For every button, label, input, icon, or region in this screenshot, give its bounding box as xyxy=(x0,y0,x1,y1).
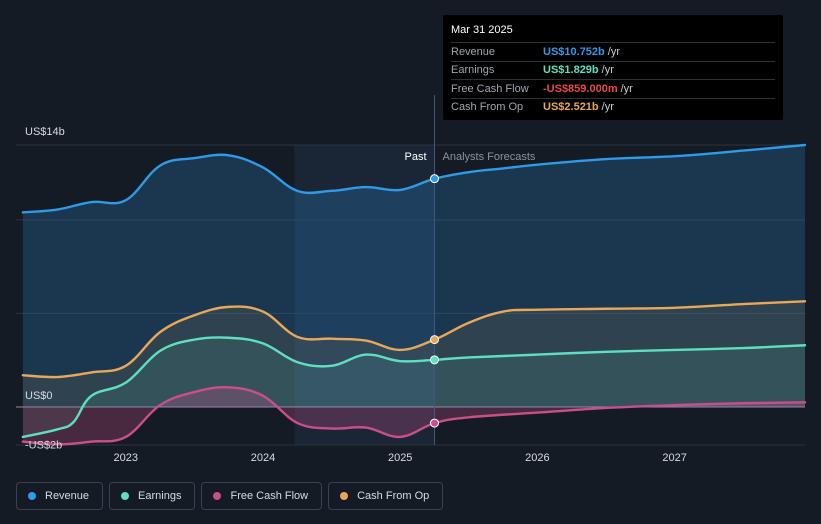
legend-item-cash-from-op[interactable]: Cash From Op xyxy=(328,482,444,510)
line-cash-from-op xyxy=(21,300,807,379)
chart-legend: Revenue Earnings Free Cash Flow Cash Fro… xyxy=(16,482,444,510)
y-tick-label: US$0 xyxy=(25,390,53,402)
legend-label: Free Cash Flow xyxy=(230,490,309,502)
tooltip-label: Cash From Op xyxy=(451,101,524,114)
y-tick-label: US$14b xyxy=(25,126,65,138)
x-tick-label: 2023 xyxy=(114,452,138,464)
forecast-label: Analysts Forecasts xyxy=(443,151,536,163)
x-tick-label: 2025 xyxy=(388,452,412,464)
marker-revenue xyxy=(430,174,440,184)
tooltip-unit: /yr xyxy=(607,45,620,58)
tooltip-value: US$1.829b xyxy=(543,64,599,77)
marker-cash-from-op xyxy=(430,335,440,345)
past-label: Past xyxy=(404,151,426,163)
tooltip-label: Free Cash Flow xyxy=(451,82,529,95)
legend-item-earnings[interactable]: Earnings xyxy=(109,482,196,510)
tooltip-value: -US$859.000m xyxy=(543,82,618,95)
area-earnings xyxy=(22,337,806,437)
area-free-cash-flow xyxy=(22,387,806,445)
legend-label: Earnings xyxy=(138,490,182,502)
x-tick-label: 2027 xyxy=(662,452,686,464)
legend-label: Revenue xyxy=(45,490,90,502)
recent-past-highlight xyxy=(294,145,435,445)
tooltip-row-earnings: Earnings US$1.829b /yr xyxy=(451,60,775,80)
y-tick-label: -US$2b xyxy=(25,439,62,451)
tooltip-label: Revenue xyxy=(451,45,496,58)
tooltip-date: Mar 31 2025 xyxy=(451,24,513,36)
tooltip-unit: /yr xyxy=(620,82,633,95)
tooltip-row-revenue: Revenue US$10.752b /yr xyxy=(451,42,775,61)
chart-tooltip: Mar 31 2025 Revenue US$10.752b /yr Earni… xyxy=(443,15,783,120)
marker-earnings xyxy=(430,355,440,365)
tooltip-row-free-cash-flow: Free Cash Flow -US$859.000m /yr xyxy=(451,79,775,98)
legend-dot-icon xyxy=(28,492,36,500)
marker-free-cash-flow xyxy=(430,418,440,428)
financial-chart: Past Analysts Forecasts US$14b US$0 -US$2b 20… xyxy=(16,95,807,464)
line-revenue xyxy=(21,143,807,214)
legend-dot-icon xyxy=(121,492,130,500)
legend-dot-icon xyxy=(340,492,349,500)
tooltip-unit: /yr xyxy=(601,64,614,77)
legend-item-free-cash-flow[interactable]: Free Cash Flow xyxy=(201,482,323,510)
tooltip-value: US$10.752b xyxy=(543,45,605,58)
tooltip-label: Earnings xyxy=(451,64,495,77)
tooltip-row-cash-from-op: Cash From Op US$2.521b /yr xyxy=(451,97,775,117)
tooltip-unit: /yr xyxy=(601,101,614,114)
tooltip-value: US$2.521b xyxy=(543,101,599,114)
area-cash-from-op xyxy=(22,301,806,407)
line-free-cash-flow xyxy=(21,386,807,446)
x-tick-label: 2026 xyxy=(525,452,549,464)
x-tick-label: 2024 xyxy=(251,452,275,464)
area-revenue xyxy=(22,145,806,407)
legend-dot-icon xyxy=(213,492,222,500)
line-earnings xyxy=(21,336,807,439)
legend-label: Cash From Op xyxy=(357,490,430,502)
legend-item-revenue[interactable]: Revenue xyxy=(16,482,104,510)
